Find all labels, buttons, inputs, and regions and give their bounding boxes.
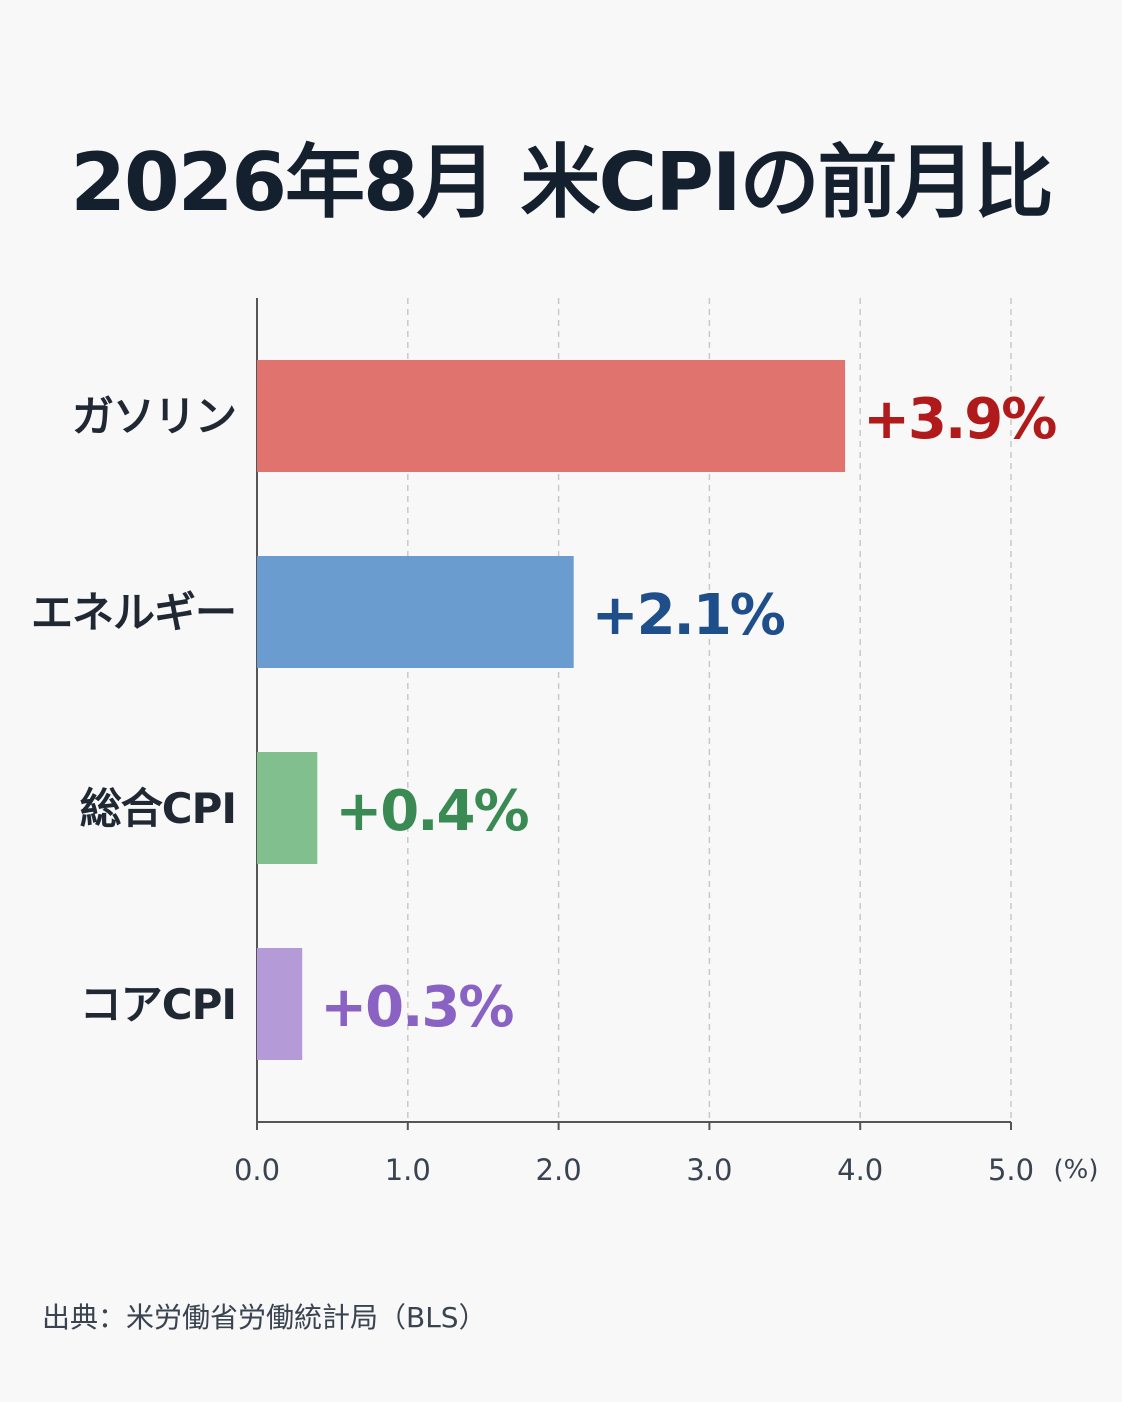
value-label: +3.9% — [863, 387, 1056, 452]
value-label: +2.1% — [592, 583, 785, 648]
category-label: 総合CPI — [80, 784, 236, 833]
x-axis-unit: (%) — [1054, 1155, 1099, 1185]
x-tick-label: 1.0 — [385, 1153, 431, 1187]
x-tick-label: 2.0 — [536, 1153, 582, 1187]
x-tick-label: 5.0 — [988, 1153, 1034, 1187]
category-label: エネルギー — [31, 588, 236, 637]
value-label: +0.4% — [335, 779, 528, 844]
x-tick-label: 0.0 — [234, 1153, 280, 1187]
bar — [257, 948, 303, 1060]
x-tick-label: 4.0 — [837, 1153, 883, 1187]
bar — [257, 752, 318, 864]
bar — [257, 360, 846, 472]
category-label: ガソリン — [72, 392, 236, 441]
x-tick-label: 3.0 — [686, 1153, 732, 1187]
value-label: +0.3% — [320, 975, 513, 1040]
bar — [257, 556, 574, 668]
chart-title: 2026年8月 米CPIの前月比 — [70, 136, 1053, 229]
category-label: コアCPI — [80, 980, 236, 1029]
source-note: 出典：米労働省労働統計局（BLS） — [42, 1301, 487, 1334]
